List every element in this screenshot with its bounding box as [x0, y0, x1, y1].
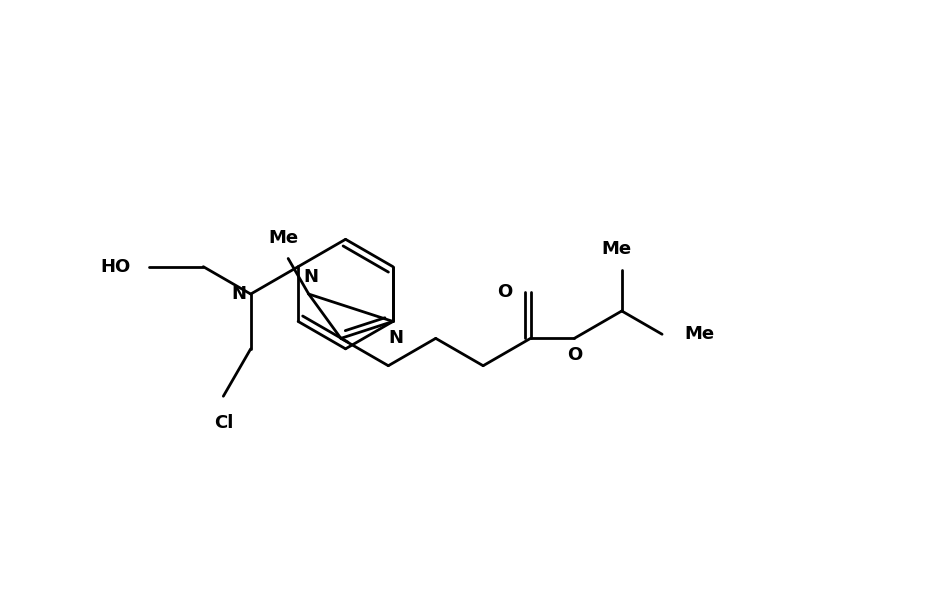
Text: N: N	[388, 329, 403, 348]
Text: N: N	[304, 268, 318, 286]
Text: Me: Me	[268, 228, 298, 247]
Text: O: O	[567, 346, 582, 364]
Text: Me: Me	[684, 325, 714, 343]
Text: N: N	[232, 285, 247, 303]
Text: Me: Me	[601, 240, 632, 258]
Text: HO: HO	[101, 258, 130, 276]
Text: O: O	[497, 283, 513, 301]
Text: Cl: Cl	[213, 414, 233, 432]
